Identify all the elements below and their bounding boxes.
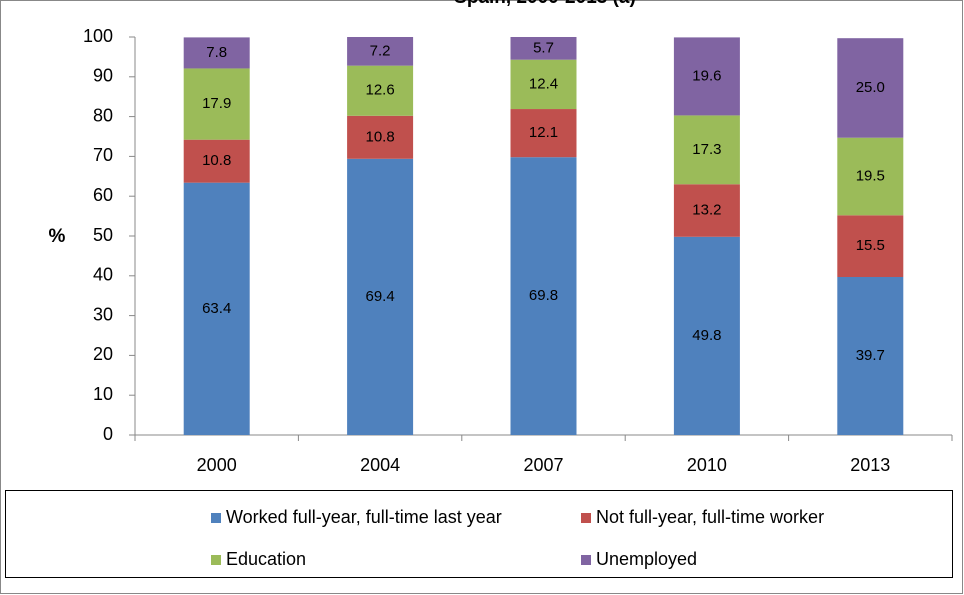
chart-title: Spain, 2000-2013 (a) xyxy=(454,0,636,8)
bar-segment xyxy=(837,38,904,138)
data-label: 7.8 xyxy=(206,44,227,61)
data-label: 49.8 xyxy=(692,327,721,344)
data-label: 10.8 xyxy=(365,128,394,145)
y-tick-label: 60 xyxy=(93,185,113,205)
data-label: 13.2 xyxy=(692,201,721,218)
bar-segment xyxy=(347,65,414,116)
y-tick-label: 90 xyxy=(93,66,113,86)
bar-segment xyxy=(347,37,414,66)
y-tick-label: 10 xyxy=(93,384,113,404)
x-tick-label: 2013 xyxy=(850,455,890,475)
bar-segment xyxy=(510,157,577,436)
bar-segment xyxy=(347,115,414,159)
y-tick-label: 30 xyxy=(93,304,113,324)
data-label: 15.5 xyxy=(856,237,885,254)
bar-segment xyxy=(510,109,577,158)
data-label: 17.9 xyxy=(202,95,231,112)
bar-segment xyxy=(837,137,904,216)
y-tick-label: 50 xyxy=(93,225,113,245)
y-tick-label: 20 xyxy=(93,344,113,364)
bar-segment xyxy=(183,139,250,183)
y-tick-label: 40 xyxy=(93,265,113,285)
legend-box xyxy=(5,490,953,578)
y-tick-label: 0 xyxy=(103,424,113,444)
data-label: 69.8 xyxy=(529,287,558,304)
x-tick-label: 2004 xyxy=(360,455,400,475)
bar-segment xyxy=(510,59,577,110)
legend-label: Unemployed xyxy=(596,549,697,569)
legend-swatch xyxy=(211,513,221,523)
legend-swatch xyxy=(581,513,591,523)
data-label: 19.6 xyxy=(692,67,721,84)
bar-segment xyxy=(837,276,904,435)
data-label: 17.3 xyxy=(692,141,721,158)
data-label: 10.8 xyxy=(202,152,231,169)
x-tick-label: 2010 xyxy=(687,455,727,475)
bar-segment xyxy=(510,37,577,60)
legend-label: Worked full-year, full-time last year xyxy=(226,507,502,527)
bar-segment xyxy=(837,215,904,277)
bar-segment xyxy=(673,184,740,237)
data-label: 12.6 xyxy=(365,82,394,99)
data-label: 12.4 xyxy=(529,75,558,92)
bar-segment xyxy=(673,236,740,435)
bar-segment xyxy=(673,37,740,116)
data-label: 5.7 xyxy=(533,39,554,56)
bar-segment xyxy=(183,68,250,140)
legend-swatch xyxy=(211,555,221,565)
bar-segment xyxy=(183,182,250,435)
legend-swatch xyxy=(581,555,591,565)
data-label: 63.4 xyxy=(202,300,231,317)
y-tick-label: 70 xyxy=(93,145,113,165)
data-label: 25.0 xyxy=(856,79,885,96)
legend-label: Education xyxy=(226,549,306,569)
data-label: 69.4 xyxy=(365,288,394,305)
data-label: 39.7 xyxy=(856,347,885,364)
bar-segment xyxy=(673,115,740,185)
x-tick-label: 2000 xyxy=(197,455,237,475)
y-tick-label: 80 xyxy=(93,105,113,125)
bar-segment xyxy=(347,158,414,435)
bar-segment xyxy=(183,37,250,69)
y-axis-label: % xyxy=(49,226,66,247)
data-label: 12.1 xyxy=(529,124,558,141)
data-label: 19.5 xyxy=(856,167,885,184)
legend-label: Not full-year, full-time worker xyxy=(596,507,824,527)
data-label: 7.2 xyxy=(370,42,391,59)
x-tick-label: 2007 xyxy=(523,455,563,475)
y-tick-label: 100 xyxy=(83,26,113,46)
